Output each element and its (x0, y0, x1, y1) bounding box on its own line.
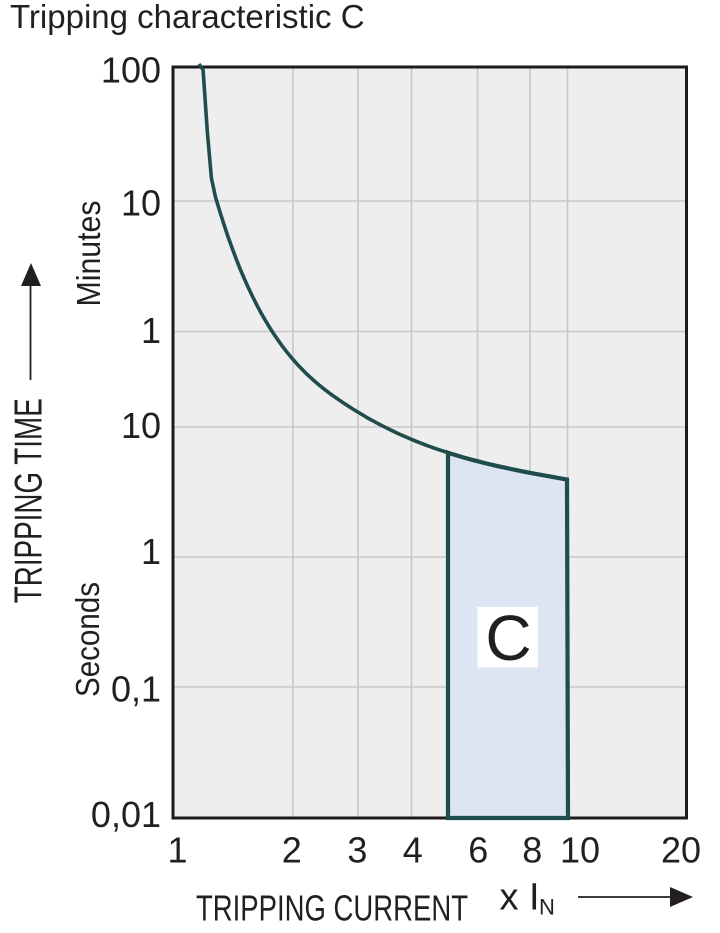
svg-text:Tripping characteristic C: Tripping characteristic C (10, 0, 365, 35)
svg-text:20: 20 (661, 830, 701, 871)
svg-text:100: 100 (101, 50, 161, 91)
svg-text:6: 6 (468, 830, 488, 871)
svg-text:1: 1 (141, 310, 161, 351)
svg-text:10: 10 (121, 405, 161, 446)
svg-text:C: C (485, 602, 531, 674)
svg-text:TRIPPING TIME: TRIPPING TIME (8, 398, 51, 603)
svg-text:2: 2 (282, 830, 302, 871)
svg-text:N: N (539, 895, 555, 920)
svg-text:1: 1 (167, 830, 187, 871)
svg-text:Minutes: Minutes (70, 201, 107, 307)
svg-text:0,1: 0,1 (111, 669, 161, 710)
svg-text:1: 1 (141, 531, 161, 572)
svg-text:x I: x I (500, 877, 540, 919)
svg-text:0,01: 0,01 (91, 794, 161, 835)
svg-text:Seconds: Seconds (69, 582, 106, 697)
svg-text:3: 3 (347, 830, 367, 871)
svg-text:10: 10 (121, 183, 161, 224)
svg-text:4: 4 (403, 830, 423, 871)
svg-text:TRIPPING CURRENT: TRIPPING CURRENT (196, 888, 468, 929)
svg-text:8: 8 (522, 830, 542, 871)
svg-text:10: 10 (560, 830, 600, 871)
